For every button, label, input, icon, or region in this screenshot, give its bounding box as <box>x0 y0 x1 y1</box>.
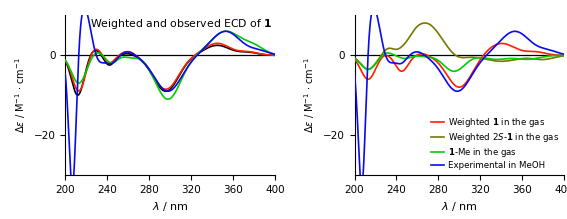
Weighted $\mathbf{1}$ in the gas <box>555 54 561 57</box>
Line: Weighted $\mathbf{1}$ in the gas: Weighted $\mathbf{1}$ in the gas <box>354 43 564 87</box>
$\mathbf{1}$-Me in the gas <box>555 54 561 57</box>
Weighted $2S$-$\mathbf{1}$ in the gas <box>453 55 460 57</box>
Y-axis label: $\Delta\varepsilon$ / M$^{-1}$ $\cdot$ cm$^{-1}$: $\Delta\varepsilon$ / M$^{-1}$ $\cdot$ c… <box>13 57 28 133</box>
Weighted $2S$-$\mathbf{1}$ in the gas <box>555 55 562 58</box>
Experimental in MeOH <box>358 185 365 188</box>
$\mathbf{1}$-Me in the gas <box>362 67 369 70</box>
Weighted $\mathbf{1}$ in the gas <box>555 54 562 57</box>
Weighted $\mathbf{1}$ in the gas <box>561 54 567 57</box>
Weighted $\mathbf{1}$ in the gas <box>453 85 460 88</box>
$\mathbf{1}$-Me in the gas <box>351 57 358 60</box>
Weighted $2S$-$\mathbf{1}$ in the gas <box>555 55 561 58</box>
Experimental in MeOH <box>351 72 358 75</box>
$\mathbf{1}$-Me in the gas <box>561 54 567 57</box>
Y-axis label: $\Delta\varepsilon$ / M$^{-1}$ $\cdot$ cm$^{-1}$: $\Delta\varepsilon$ / M$^{-1}$ $\cdot$ c… <box>303 57 318 133</box>
Weighted $\mathbf{1}$ in the gas <box>456 86 463 88</box>
Weighted $\mathbf{1}$ in the gas <box>447 79 454 82</box>
Weighted $2S$-$\mathbf{1}$ in the gas <box>421 22 428 24</box>
$\mathbf{1}$-Me in the gas <box>517 58 523 60</box>
Text: Weighted and observed ECD of $\mathbf{1}$: Weighted and observed ECD of $\mathbf{1}… <box>90 17 273 31</box>
Weighted $\mathbf{1}$ in the gas <box>362 76 369 79</box>
Weighted $2S$-$\mathbf{1}$ in the gas <box>351 57 358 59</box>
Experimental in MeOH <box>453 90 460 93</box>
$\mathbf{1}$-Me in the gas <box>384 52 391 54</box>
$\mathbf{1}$-Me in the gas <box>451 70 458 73</box>
X-axis label: $\lambda$ / nm: $\lambda$ / nm <box>441 200 478 214</box>
Weighted $\mathbf{1}$ in the gas <box>517 48 523 51</box>
Experimental in MeOH <box>555 51 561 54</box>
Experimental in MeOH <box>370 7 377 10</box>
Experimental in MeOH <box>362 122 369 125</box>
Weighted $2S$-$\mathbf{1}$ in the gas <box>561 55 567 57</box>
Line: $\mathbf{1}$-Me in the gas: $\mathbf{1}$-Me in the gas <box>354 53 564 71</box>
Weighted $2S$-$\mathbf{1}$ in the gas <box>362 67 369 69</box>
Line: Experimental in MeOH: Experimental in MeOH <box>354 8 564 187</box>
Experimental in MeOH <box>517 31 523 34</box>
Weighted $\mathbf{1}$ in the gas <box>351 58 358 61</box>
Legend: Weighted $\mathbf{1}$ in the gas, Weighted $2S$-$\mathbf{1}$ in the gas, $\mathb: Weighted $\mathbf{1}$ in the gas, Weight… <box>430 115 560 171</box>
$\mathbf{1}$-Me in the gas <box>447 69 454 72</box>
Weighted $\mathbf{1}$ in the gas <box>498 42 505 45</box>
Line: Weighted $2S$-$\mathbf{1}$ in the gas: Weighted $2S$-$\mathbf{1}$ in the gas <box>354 23 564 69</box>
$\mathbf{1}$-Me in the gas <box>555 54 562 57</box>
Experimental in MeOH <box>561 53 567 56</box>
$\mathbf{1}$-Me in the gas <box>453 69 460 72</box>
Experimental in MeOH <box>555 51 562 54</box>
Weighted $2S$-$\mathbf{1}$ in the gas <box>517 58 523 60</box>
X-axis label: $\lambda$ / nm: $\lambda$ / nm <box>151 200 188 214</box>
Experimental in MeOH <box>448 87 455 89</box>
Weighted $2S$-$\mathbf{1}$ in the gas <box>365 68 371 71</box>
Weighted $2S$-$\mathbf{1}$ in the gas <box>448 50 455 53</box>
